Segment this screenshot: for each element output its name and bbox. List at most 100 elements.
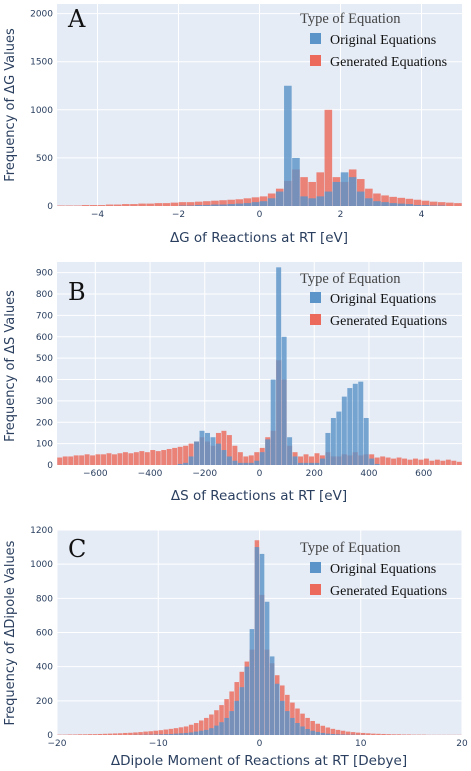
- panel-c-generated-bar: [345, 731, 351, 735]
- panel-a-original-bar: [259, 201, 268, 206]
- panel-b-generated-bar: [412, 458, 418, 465]
- panel-c-original-bar: [168, 733, 174, 735]
- panel-c-generated-bar: [310, 720, 315, 735]
- panel-a-generated-bar: [243, 198, 252, 206]
- panel-b-y-tick-label: 400: [36, 376, 53, 386]
- panel-b-original-bar: [336, 411, 342, 465]
- panel-a-original-bar: [356, 191, 365, 206]
- panel-c-generated-bar: [67, 734, 72, 735]
- panel-a-original-bar: [397, 203, 406, 206]
- panel-a-original-bar: [332, 181, 341, 206]
- panel-b-generated-bar: [385, 457, 391, 465]
- panel-c-legend-title: Type of Equation: [300, 540, 401, 556]
- panel-c-generated-bar: [123, 732, 128, 735]
- panel-c-generated-bar: [391, 734, 396, 735]
- panel-b-original-bar: [215, 443, 221, 465]
- panel-c-generated-bar: [148, 731, 153, 735]
- panel-c-generated-bar: [355, 732, 361, 735]
- panel-b-y-tick-label: 600: [36, 333, 53, 343]
- panel-a-x-tick-label: −4: [91, 210, 105, 220]
- panel-c-original-bar: [305, 729, 310, 735]
- panel-c-original-bar: [188, 732, 194, 735]
- panel-b-generated-bar: [79, 455, 85, 465]
- panel-b-x-tick-labels: −600 −400 −200 0 200 400 600: [83, 469, 433, 479]
- panel-c-original-bar: [335, 734, 341, 735]
- panel-c-original-bar: [209, 728, 214, 735]
- panel-a-generated-bar: [316, 172, 325, 206]
- panel-a-original-bar: [235, 203, 244, 206]
- panel-b-generated-bar: [396, 457, 402, 465]
- panel-b-original-bar: [319, 458, 325, 465]
- panel-c-original-bar: [315, 731, 320, 735]
- panel-a-original-bar: [340, 172, 349, 206]
- panel-a-generated-bar: [308, 181, 316, 206]
- panel-b-original-bar: [188, 456, 194, 465]
- panel-b-original-bar: [259, 452, 265, 465]
- panel-b-generated-bar: [226, 435, 232, 465]
- panel-a-original-bar: [389, 203, 397, 206]
- panel-c-original-bar: [340, 734, 346, 735]
- panel-a-generated-bar: [162, 203, 171, 206]
- panel-b-original-bar: [352, 383, 358, 465]
- panel-c-x-axis-label: ΔDipole Moment of Reactions at RT [Debye…: [111, 753, 407, 769]
- panel-a-generated-bar: [186, 202, 195, 206]
- panel-b-generated-bar: [232, 445, 238, 465]
- panel-c-generated-bar: [386, 734, 391, 735]
- panel-c-generated-bar: [199, 720, 204, 735]
- panel-c-generated-bar: [366, 733, 371, 735]
- panel-b-original-bar: [270, 379, 276, 465]
- panel-c-original-bar: [330, 733, 336, 735]
- panel-c-generated-bar: [315, 723, 320, 735]
- panel-b-generated-bar: [139, 451, 145, 465]
- panel-a-y-tick-label: 500: [36, 154, 53, 164]
- panel-b-generated-bar: [237, 452, 243, 465]
- panel-c-x-tick-label: −10: [149, 739, 168, 749]
- panel-a-original-bar: [324, 191, 333, 206]
- panel-c-generated-bar: [361, 732, 366, 735]
- panel-c-original-bar: [285, 711, 290, 735]
- panel-a-original-bar: [381, 202, 389, 206]
- panel-a-legend-generated: Generated Equations: [330, 55, 447, 70]
- panel-a-generated-bar: [365, 188, 373, 206]
- panel-b-legend-title: Type of Equation: [300, 271, 401, 287]
- panel-c-generated-bar: [77, 734, 83, 735]
- panel-c-original-bar: [234, 700, 239, 735]
- panel-b-original-bar: [325, 432, 331, 465]
- panel-a-generated-bar: [429, 201, 438, 206]
- panel-b-generated-bar: [106, 453, 112, 465]
- panel-a-generated-bar: [122, 204, 130, 206]
- panel-c-generated-bar: [381, 733, 386, 735]
- panel-b-generated-bar: [101, 454, 107, 465]
- panel-b-generated-bar: [172, 447, 178, 465]
- panel-c-generated-bar: [193, 723, 199, 735]
- panel-c-generated-bar: [219, 705, 224, 735]
- panel-b-generated-bar: [221, 430, 227, 465]
- panel-c-original-bar: [310, 730, 315, 735]
- panel-c-legend-swatch-original: [310, 562, 321, 573]
- panel-b-generated-bar: [68, 456, 74, 465]
- panel-c-original-bar: [229, 711, 234, 735]
- panel-c-generated-bar: [209, 714, 214, 735]
- panel-a-original-bar: [421, 205, 430, 206]
- panel-c-generated-bar: [188, 724, 194, 735]
- panel-c-generated-bar: [97, 733, 103, 735]
- panel-b-original-bar: [276, 267, 282, 465]
- panel-b-generated-bar: [440, 460, 446, 465]
- panel-c-generated-bar: [72, 734, 77, 735]
- panel-b-original-bar: [221, 450, 227, 465]
- panel-c-y-tick-label: 0: [47, 731, 53, 741]
- panel-b-original-bar: [226, 456, 232, 465]
- panel-a-legend-title: Type of Equation: [300, 11, 401, 27]
- panel-c-generated-bar: [128, 732, 133, 735]
- panel-b-legend-generated: Generated Equations: [330, 314, 447, 329]
- panel-b-x-axis-label: ΔS of Reactions at RT [eV]: [171, 488, 347, 504]
- panel-b-letter: B: [68, 278, 86, 306]
- panel-b-y-tick-label: 900: [36, 269, 53, 279]
- panel-c-legend-generated: Generated Equations: [330, 584, 447, 599]
- panel-b-generated-bar: [314, 453, 320, 465]
- panel-b-y-tick-labels: 0 100 200 300 400 500 600 700 800 900: [36, 269, 53, 471]
- panel-b-gridlines: [57, 262, 462, 465]
- panel-b-x-tick-label: −400: [138, 469, 163, 479]
- panel-b-y-tick-label: 200: [36, 418, 53, 428]
- panel-b-generated-bar: [298, 456, 304, 465]
